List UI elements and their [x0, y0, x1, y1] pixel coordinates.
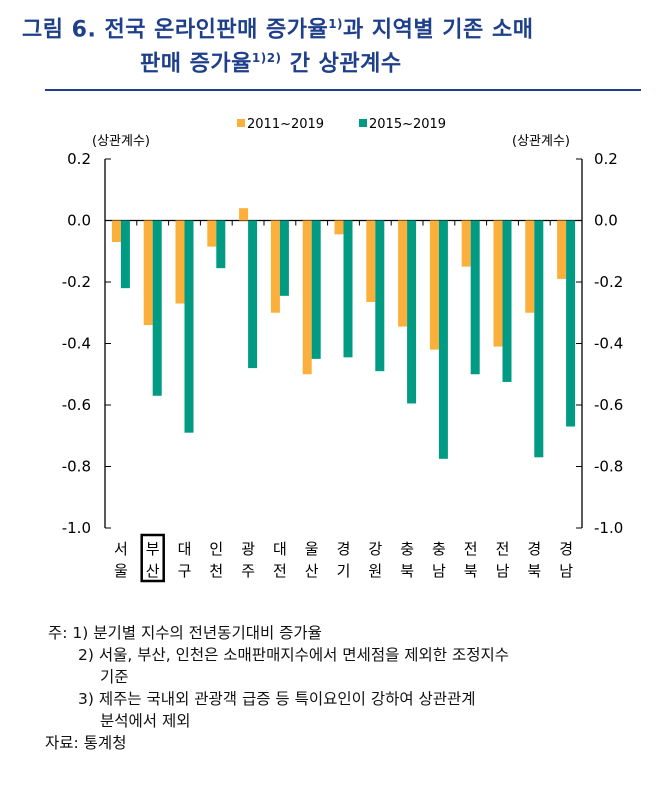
x-tick-label-부산: 산	[146, 562, 160, 580]
x-tick-label-광주: 광	[241, 540, 255, 558]
x-tick-label-대전: 대	[273, 540, 287, 558]
bar-2015~2019-충북	[407, 220, 417, 404]
bar-2015~2019-대구	[184, 220, 194, 433]
y-tick-label-left: -1.0	[62, 519, 91, 537]
bar-2011~2019-인천	[207, 220, 217, 247]
y-tick-label-left: -0.4	[62, 335, 91, 353]
x-tick-label-대전: 전	[273, 562, 287, 580]
bar-2015~2019-경기	[343, 220, 353, 358]
y-tick-label-right: 0.0	[594, 212, 618, 230]
x-tick-label-울산: 산	[305, 562, 319, 580]
title-sup1: 1)	[328, 17, 344, 31]
bar-2015~2019-전북	[470, 220, 480, 375]
y-tick-label-right: -0.4	[594, 335, 623, 353]
bar-2011~2019-대구	[175, 220, 185, 304]
note-2: 2) 서울, 부산, 인천은 소매판매지수에서 면세점을 제외한 조정지수	[78, 646, 510, 664]
source: 자료: 통계청	[45, 734, 127, 752]
x-tick-label-인천: 인	[209, 540, 223, 558]
x-tick-label-충북: 북	[400, 562, 414, 580]
x-tick-label-경북: 경	[527, 540, 541, 558]
bar-2015~2019-경북	[534, 220, 544, 458]
y-tick-label-left: 0.2	[67, 150, 91, 168]
title-line2-text: 판매 증가율	[140, 51, 252, 77]
x-tick-label-전북: 북	[464, 562, 478, 580]
bar-2015~2019-경남	[566, 220, 576, 427]
bar-2011~2019-부산	[143, 220, 153, 326]
y-tick-label-left: -0.2	[62, 273, 91, 291]
bar-2015~2019-인천	[216, 220, 226, 269]
bar-2011~2019-전남	[493, 220, 503, 347]
y-tick-label-right: -1.0	[594, 519, 623, 537]
y-tick-label-left: -0.6	[62, 396, 91, 414]
x-tick-label-경남: 경	[559, 540, 573, 558]
x-tick-label-서울: 울	[114, 562, 128, 580]
y-tick-label-left: 0.0	[67, 212, 91, 230]
x-tick-label-부산: 부	[146, 540, 160, 558]
bar-2011~2019-경기	[334, 220, 344, 235]
figure-title: 그림 6. 전국 온라인판매 증가율1)과 지역별 기존 소매 판매 증가율1)…	[22, 10, 533, 79]
x-tick-label-전북: 전	[464, 540, 478, 558]
legend-swatch-1	[359, 119, 367, 127]
bar-2015~2019-대전	[279, 220, 289, 296]
note-1: 주: 1) 분기별 지수의 전년동기대비 증가율	[48, 624, 322, 642]
bar-2015~2019-울산	[311, 220, 321, 359]
notes: 주: 1) 분기별 지수의 전년동기대비 증가율 2) 서울, 부산, 인천은 …	[45, 622, 510, 754]
x-tick-label-충남: 남	[432, 562, 446, 580]
bar-2015~2019-부산	[152, 220, 162, 396]
bar-2011~2019-광주	[239, 208, 249, 221]
bar-2011~2019-서울	[111, 220, 121, 243]
x-tick-label-인천: 천	[209, 562, 223, 580]
y-axis-label-left: (상관계수)	[92, 134, 150, 149]
note-3: 3) 제주는 국내외 관광객 급증 등 특이요인이 강하여 상관관계	[78, 690, 476, 708]
bar-2015~2019-충남	[438, 220, 448, 459]
title-line2: 판매 증가율1)2) 간 상관계수	[22, 44, 533, 78]
bar-2011~2019-경남	[557, 220, 567, 279]
y-tick-label-right: -0.2	[594, 273, 623, 291]
x-tick-label-충북: 충	[400, 540, 414, 558]
y-axis-label-right: (상관계수)	[512, 134, 570, 149]
x-tick-label-전남: 남	[496, 562, 510, 580]
bar-2015~2019-광주	[248, 220, 258, 369]
legend-swatch-0	[237, 119, 245, 127]
bar-2015~2019-서울	[120, 220, 130, 289]
x-tick-label-강원: 강	[368, 540, 382, 558]
x-tick-label-울산: 울	[305, 540, 319, 558]
bar-2015~2019-전남	[502, 220, 512, 382]
note-2-cont: 기준	[100, 668, 129, 686]
bar-2011~2019-경북	[525, 220, 535, 313]
bar-2011~2019-대전	[270, 220, 280, 313]
bar-chart: 0.2 0.2 0.0 0.0 -0.2 -0.2 -0.4 -0.4 -0.6 -0.6 -0.8…	[62, 117, 623, 583]
legend-label-1: 2015~2019	[369, 117, 446, 132]
x-tick-label-대구: 대	[178, 540, 192, 558]
bar-2011~2019-충남	[429, 220, 439, 350]
note-3-cont: 분석에서 제외	[100, 712, 191, 730]
bar-2011~2019-강원	[366, 220, 376, 302]
bar-2011~2019-충북	[398, 220, 408, 327]
x-tick-label-강원: 원	[368, 562, 382, 580]
title-line1b: 과 지역별 기존 소매	[343, 17, 534, 43]
bar-2011~2019-전북	[461, 220, 471, 267]
bar-2011~2019-울산	[302, 220, 312, 375]
x-tick-label-경기: 기	[337, 562, 351, 580]
y-tick-label-right: -0.8	[594, 458, 623, 476]
y-tick-label-left: -0.8	[62, 458, 91, 476]
x-tick-label-광주: 주	[241, 562, 255, 580]
x-tick-label-경북: 북	[527, 562, 541, 580]
x-tick-label-경남: 남	[559, 562, 573, 580]
x-tick-label-전남: 전	[496, 540, 510, 558]
legend-label-0: 2011~2019	[247, 117, 324, 132]
x-tick-label-대구: 구	[178, 562, 192, 580]
bar-2015~2019-강원	[375, 220, 385, 372]
x-tick-label-충남: 충	[432, 540, 446, 558]
highlight-box	[140, 533, 165, 583]
title-sup2: 1)2)	[251, 51, 282, 66]
title-line2b: 간 상관계수	[281, 51, 402, 77]
x-tick-label-경기: 경	[337, 540, 351, 558]
x-tick-label-서울: 서	[114, 540, 128, 558]
title-line1: 그림 6. 전국 온라인판매 증가율	[22, 17, 329, 43]
title-divider	[45, 89, 641, 91]
y-tick-label-right: 0.2	[594, 150, 618, 168]
y-tick-label-right: -0.6	[594, 396, 623, 414]
